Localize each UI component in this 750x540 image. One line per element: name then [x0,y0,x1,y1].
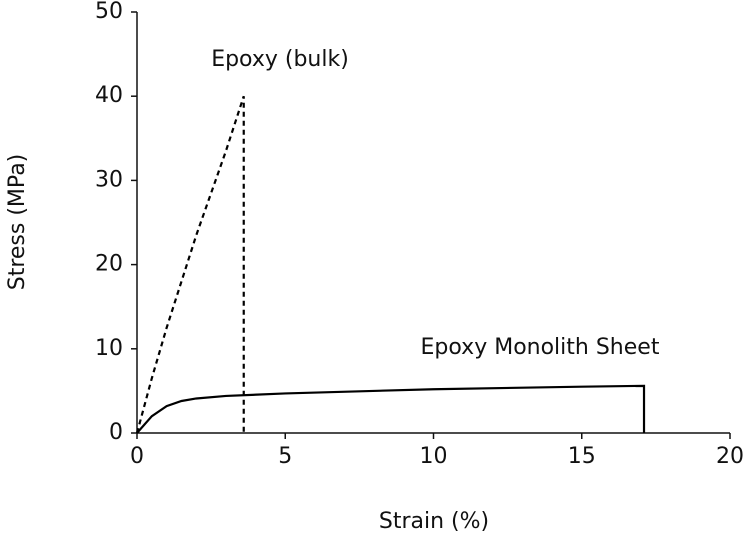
x-tick-label: 10 [420,444,448,469]
y-tick-label: 40 [95,83,123,108]
x-tick-label: 5 [278,444,292,469]
x-tick-label: 20 [716,444,744,469]
series-annotation: Epoxy Monolith Sheet [421,335,660,360]
x-tick-label: 15 [568,444,596,469]
y-tick-label: 50 [95,0,123,24]
y-axis-label: Stress (MPa) [5,154,30,291]
series-line [136,384,646,434]
y-tick-label: 0 [109,420,123,445]
y-tick-label: 20 [95,252,123,277]
series-line [135,95,245,434]
x-axis-label: Strain (%) [379,509,489,534]
x-tick-label: 0 [130,444,144,469]
y-tick-label: 10 [95,336,123,361]
y-tick-label: 30 [95,167,123,192]
series-annotation: Epoxy (bulk) [211,47,349,72]
